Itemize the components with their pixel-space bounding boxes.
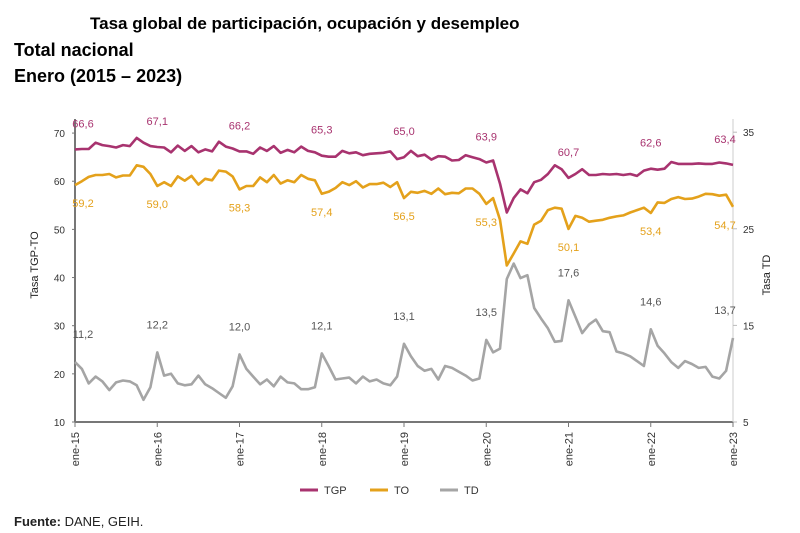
data-label-to: 58,3: [229, 202, 250, 214]
data-label-td: 17,6: [558, 267, 579, 279]
data-label-tgp: 66,2: [229, 120, 250, 132]
data-label-to: 54,7: [714, 220, 735, 232]
chart-subtitle-region: Total nacional: [14, 40, 134, 60]
x-tick-label: ene-19: [399, 432, 411, 466]
x-tick-label: ene-20: [481, 432, 493, 466]
y-tick-label: 70: [54, 129, 66, 140]
y-tick-label: 30: [54, 322, 66, 333]
data-label-td: 13,5: [476, 307, 497, 319]
y-tick-label: 50: [54, 225, 66, 236]
legend-label-td: TD: [464, 485, 479, 497]
legend-label-to: TO: [394, 485, 410, 497]
data-label-to: 56,5: [393, 211, 414, 223]
x-tick-label: ene-23: [728, 432, 740, 466]
y2-tick-label: 35: [743, 128, 755, 139]
data-label-tgp: 60,7: [558, 147, 579, 159]
data-label-td: 12,0: [229, 321, 250, 333]
data-label-to: 59,2: [72, 198, 93, 210]
y2-axis-title: Tasa TD: [761, 255, 773, 296]
x-tick-label: ene-16: [152, 432, 164, 466]
data-label-tgp: 67,1: [147, 116, 168, 128]
source-label: Fuente:: [14, 514, 61, 529]
series-line-td: [74, 262, 735, 402]
chart-title: Tasa global de participación, ocupación …: [90, 14, 520, 33]
x-tick-label: ene-22: [646, 432, 658, 466]
data-label-td: 13,7: [714, 305, 735, 317]
x-tick-label: ene-15: [70, 432, 82, 466]
legend-label-tgp: TGP: [324, 485, 347, 497]
chart-subtitle-period: Enero (2015 – 2023): [14, 66, 183, 86]
data-label-to: 50,1: [558, 242, 579, 254]
y2-tick-label: 5: [743, 418, 749, 429]
data-label-tgp: 66,6: [72, 118, 93, 130]
y-axis-title: Tasa TGP-TO: [29, 231, 41, 299]
data-label-tgp: 62,6: [640, 138, 661, 150]
source-text: DANE, GEIH.: [64, 514, 144, 529]
x-tick-label: ene-18: [317, 432, 329, 466]
data-label-to: 59,0: [147, 199, 168, 211]
x-tick-label: ene-17: [235, 432, 247, 466]
y-tick-label: 10: [54, 418, 66, 429]
data-label-to: 53,4: [640, 226, 661, 238]
x-tick-label: ene-21: [564, 432, 576, 466]
y2-tick-label: 25: [743, 225, 755, 236]
data-label-to: 55,3: [476, 217, 497, 229]
data-label-td: 12,1: [311, 320, 332, 332]
data-label-td: 14,6: [640, 296, 661, 308]
data-label-td: 12,2: [147, 319, 168, 331]
y-tick-label: 60: [54, 177, 66, 188]
data-label-to: 57,4: [311, 207, 332, 219]
series-line-to: [74, 164, 735, 267]
y-tick-label: 20: [54, 370, 66, 381]
data-label-td: 13,1: [393, 311, 414, 323]
data-label-tgp: 63,4: [714, 134, 735, 146]
data-label-tgp: 65,0: [393, 126, 414, 138]
series-line-tgp: [74, 136, 734, 214]
source-note: Fuente: DANE, GEIH.: [14, 514, 143, 529]
data-label-tgp: 63,9: [476, 131, 497, 143]
y2-tick-label: 15: [743, 321, 755, 332]
data-label-tgp: 65,3: [311, 125, 332, 137]
data-label-td: 11,2: [73, 329, 94, 341]
y-tick-label: 40: [54, 274, 66, 285]
